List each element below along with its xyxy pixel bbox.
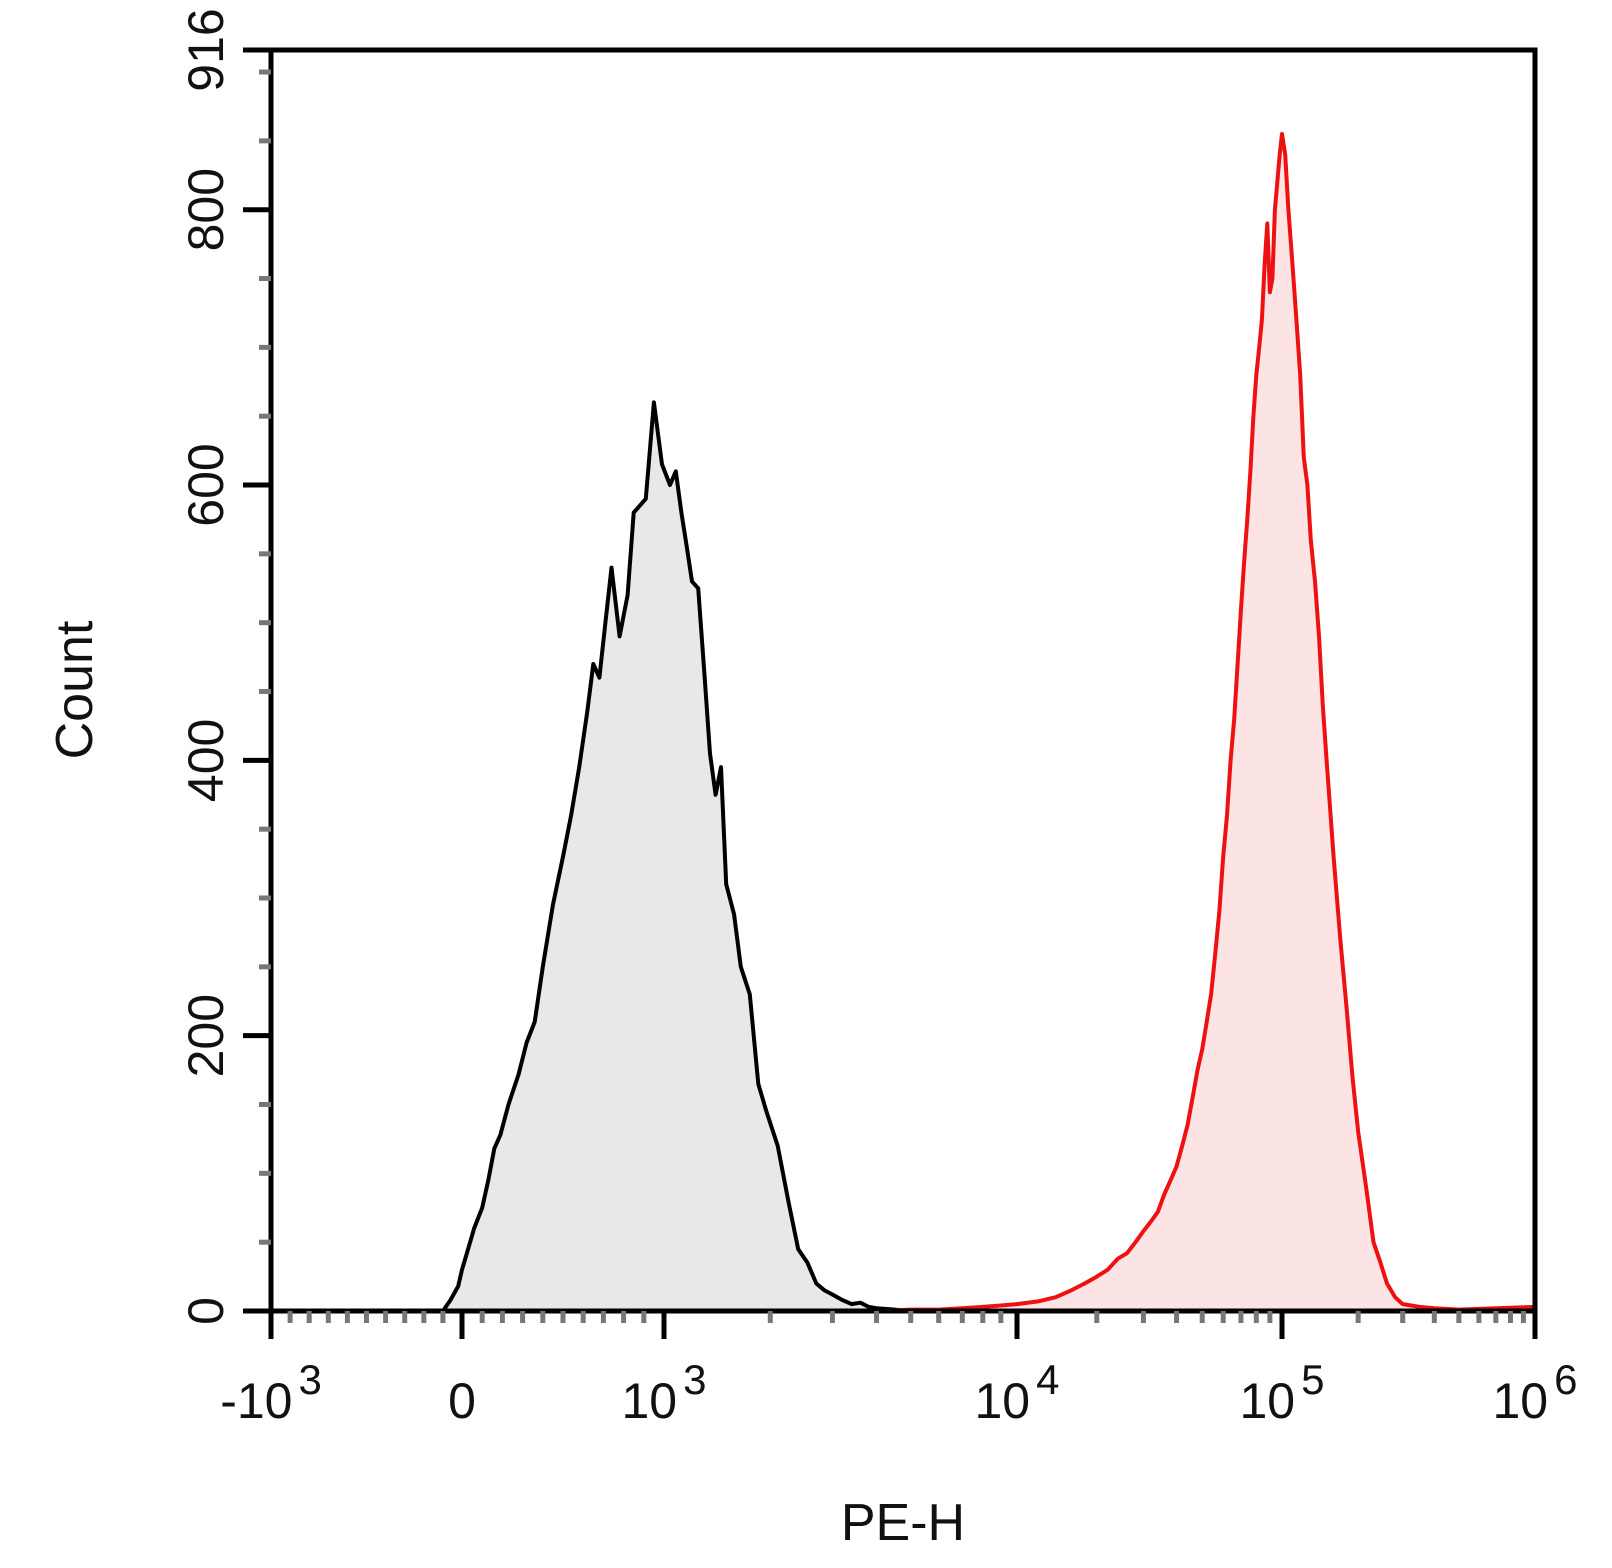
x-tick-label: 10 4: [975, 1356, 1060, 1429]
series-layer: [271, 134, 1535, 1311]
histogram-chart: 0200400600800916 -10 3 0 10 3 10 4 10 5 10 6 PE-H …: [0, 0, 1612, 1568]
y-tick-label: 200: [178, 994, 234, 1077]
series-2-area: [271, 134, 1535, 1311]
x-tick-label: 10 3: [622, 1356, 707, 1429]
y-axis-title: Count: [46, 620, 104, 759]
y-tick-label: 400: [178, 719, 234, 802]
x-axis-ticks: -10 3 0 10 3 10 4 10 5 10 6: [220, 1311, 1577, 1429]
x-tick-label: -10 3: [220, 1356, 322, 1429]
x-axis-title: PE-H: [841, 1494, 965, 1552]
y-tick-label: 0: [178, 1297, 234, 1325]
y-axis-ticks: 0 200 400 600 800 916: [178, 8, 271, 1325]
x-tick-label: 10 6: [1493, 1356, 1578, 1429]
x-tick-label: 0: [448, 1373, 476, 1429]
y-tick-label: 600: [178, 443, 234, 526]
y-tick-label: 800: [178, 168, 234, 251]
y-tick-label: 916: [178, 8, 234, 91]
x-tick-label: 10 5: [1240, 1356, 1325, 1429]
